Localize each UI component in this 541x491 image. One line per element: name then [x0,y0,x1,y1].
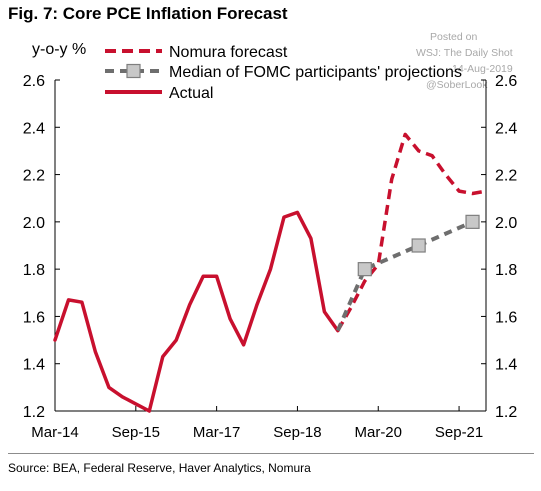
y-tick-label-left: 2.2 [23,168,45,185]
watermark-line: @SoberLook [426,79,488,91]
y-tick-label-left: 2.6 [23,73,45,90]
series-line-fomc-median [335,220,474,332]
y-tick-label-left: 2.0 [23,215,45,232]
x-tick-label: Mar-17 [193,424,241,441]
y-tick-label-left: 1.4 [23,357,45,374]
y-tick-label-right: 2.0 [495,215,517,232]
y-tick-label-left: 1.6 [23,309,45,326]
y-tick-label-right: 1.2 [495,404,517,421]
y-axis-label: y-o-y % [32,41,87,58]
y-tick-label-right: 2.4 [495,120,517,137]
y-tick-label-right: 1.6 [495,309,517,326]
y-tick-label-right: 2.6 [495,73,517,90]
legend-marker-fomc-median [126,63,141,79]
fomc-marker [465,214,480,229]
watermark-line: WSJ: The Daily Shot [416,47,513,59]
watermark: Posted on WSJ: The Daily Shot 14-Aug-201… [410,29,520,93]
x-tick-label: Mar-20 [354,424,402,441]
y-tick-label-left: 1.2 [23,404,45,421]
y-tick-label-right: 2.2 [495,168,517,185]
series-line-nomura-forecast [336,132,487,332]
y-tick-label-right: 1.8 [495,262,517,279]
series-line-actual [53,210,340,413]
fomc-marker [411,238,426,253]
legend-label-actual: Actual [169,85,213,102]
x-tick-label: Sep-21 [435,424,483,441]
x-tick-label: Sep-18 [273,424,321,441]
y-tick-label-right: 1.4 [495,357,517,374]
watermark-line: Posted on [430,31,478,43]
chart-plot: 1.2 1.2 1.4 1.4 1.6 1.6 1.8 1.8 2.0 2.0 2.2 2.2 2.4 2… [23,44,518,441]
legend-label-fomc-median: Median of FOMC participants' projections [169,64,462,81]
y-tick-label-left: 1.8 [23,262,45,279]
chart-title: Fig. 7: Core PCE Inflation Forecast [8,4,288,23]
watermark-line: 14-Aug-2019 [452,63,513,75]
source-note: Source: BEA, Federal Reserve, Haver Anal… [8,461,311,475]
x-tick-label: Sep-15 [112,424,160,441]
legend-label-nomura-forecast: Nomura forecast [169,44,288,61]
source-divider [8,453,534,454]
fomc-marker [357,262,372,277]
y-tick-label-left: 2.4 [23,120,45,137]
x-tick-label: Mar-14 [31,424,79,441]
